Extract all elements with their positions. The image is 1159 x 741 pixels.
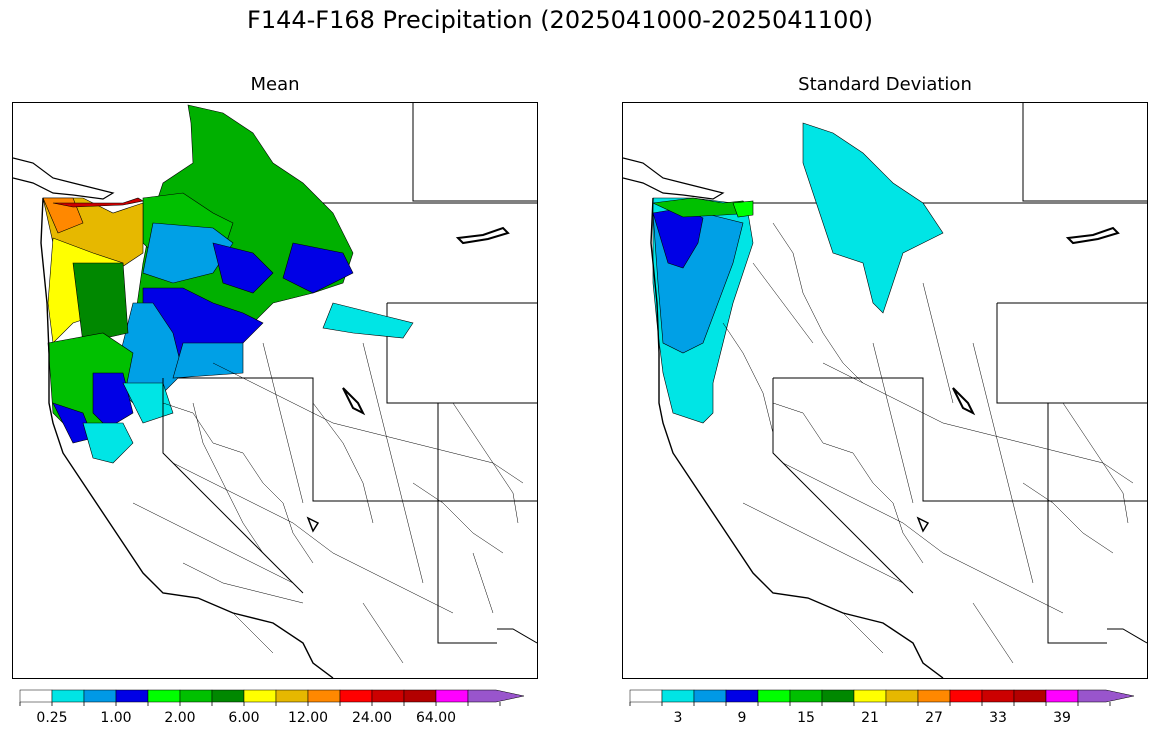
colorbar-segment: [757, 689, 791, 703]
colorbar-segment: [275, 689, 309, 703]
colorbar-segment: [661, 689, 695, 703]
colorbar-segment: [693, 689, 727, 703]
colorbar-tick-label: 15: [797, 710, 815, 726]
colorbar-segment: [179, 689, 213, 703]
colorbar-tick-label: 9: [737, 710, 747, 726]
mean-map-svg: [13, 103, 537, 678]
colorbar-segment: [725, 689, 759, 703]
stddev-map-svg: [623, 103, 1147, 678]
colorbar-segment: [789, 689, 823, 703]
colorbar-segment: [981, 689, 1015, 703]
mean-map: [12, 102, 538, 679]
colorbar-tick-label: 27: [925, 710, 943, 726]
colorbar-segment: [403, 689, 437, 703]
colorbar-tick-label: 33: [989, 710, 1007, 726]
colorbar-segment: [1013, 689, 1047, 703]
vancouver-island-coast: [13, 157, 115, 200]
colorbar-segment: [917, 689, 951, 703]
colorbar-tick-label: 0.25: [36, 710, 68, 726]
stddev-panel-title: Standard Deviation: [798, 74, 972, 95]
stddev-basin-outlines: [722, 222, 1134, 664]
nevada-utah-border: [163, 377, 537, 502]
colorbar-tick-label: 39: [1053, 710, 1071, 726]
mexico-border-east: [497, 628, 537, 644]
colorbar-segment: [885, 689, 919, 703]
colorbar-segment: [83, 689, 117, 703]
colorbar-segment: [949, 689, 983, 703]
colorbar-segment: [115, 689, 149, 703]
figure-title: F144-F168 Precipitation (2025041000-2025…: [247, 6, 873, 34]
colorbar-tick-label: 2.00: [164, 710, 196, 726]
colorbar-segment: [243, 689, 277, 703]
canada-border-line: [412, 103, 537, 202]
colorbar-segment: [371, 689, 405, 703]
colorbar-segment: [821, 689, 855, 703]
colorbar-tick-label: 1.00: [100, 710, 132, 726]
mean-colorbar: [19, 689, 525, 706]
colorbar-extend-arrow: [467, 689, 525, 703]
colorbar-tick-label: 24.00: [351, 710, 393, 726]
colorbar-segment: [51, 689, 85, 703]
ca-nv-border: [162, 378, 304, 594]
colorbar-tick-label: 12.00: [287, 710, 329, 726]
colorbar-tick-label: 21: [861, 710, 879, 726]
stddev-map: [622, 102, 1148, 679]
fort-peck-lake: [455, 226, 510, 245]
stddev-shaded-basins: [651, 122, 944, 424]
colorbar-segment: [1045, 689, 1079, 703]
arizona-nm-border: [437, 403, 497, 644]
colorbar-segment: [629, 689, 663, 703]
stddev-colorbar: [629, 689, 1135, 706]
colorbar-segment: [853, 689, 887, 703]
colorbar-tick-label: 3: [673, 710, 683, 726]
colorbar-segment: [307, 689, 341, 703]
colorbar-segment: [339, 689, 373, 703]
colorbar-segment: [211, 689, 245, 703]
mean-basin-outlines: [132, 342, 524, 664]
colorbar-extend-arrow: [1077, 689, 1135, 703]
mean-panel-title: Mean: [250, 74, 300, 95]
great-salt-lake: [342, 387, 366, 416]
colorbar-segment: [147, 689, 181, 703]
colorbar-segment: [435, 689, 469, 703]
pacific-coastline: [40, 197, 334, 678]
wyoming-border: [386, 303, 537, 404]
colorbar-tick-label: 6.00: [228, 710, 260, 726]
mean-shaded-basins: [42, 104, 414, 464]
colorbar-segment: [19, 689, 53, 703]
colorbar-tick-label: 64.00: [415, 710, 457, 726]
lake-mead: [306, 516, 320, 533]
